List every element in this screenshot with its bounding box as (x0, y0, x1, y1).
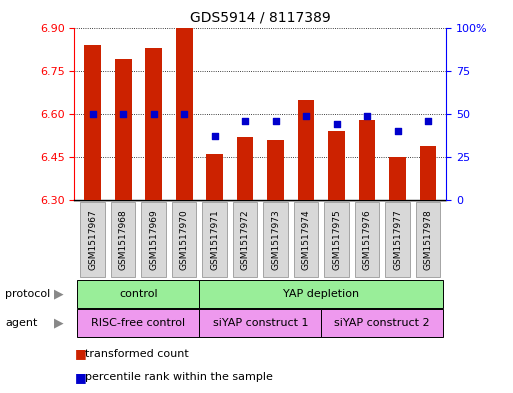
Bar (176, 28, 192, 200)
Point (210, 133, 219, 140)
Point (393, 128, 402, 134)
Text: GSM1517969: GSM1517969 (149, 209, 158, 270)
Text: GSM1517973: GSM1517973 (271, 209, 280, 270)
FancyBboxPatch shape (355, 202, 379, 277)
FancyBboxPatch shape (77, 309, 200, 337)
Text: GSM1517971: GSM1517971 (210, 209, 219, 270)
Bar (236, 137, 253, 200)
FancyBboxPatch shape (142, 202, 166, 277)
FancyBboxPatch shape (385, 202, 410, 277)
Text: ▶: ▶ (54, 287, 64, 300)
FancyBboxPatch shape (263, 202, 288, 277)
Point (302, 112, 310, 119)
Bar (84, 45, 101, 200)
Text: siYAP construct 1: siYAP construct 1 (212, 318, 308, 328)
Text: transformed count: transformed count (85, 349, 188, 359)
Text: ■: ■ (74, 347, 86, 360)
Text: GSM1517976: GSM1517976 (363, 209, 371, 270)
Bar (420, 146, 437, 200)
Bar (359, 120, 376, 200)
Point (271, 118, 280, 124)
Point (89, 111, 97, 117)
Text: GSM1517967: GSM1517967 (88, 209, 97, 270)
Point (150, 111, 158, 117)
Point (119, 111, 127, 117)
Bar (328, 131, 345, 200)
FancyBboxPatch shape (172, 202, 196, 277)
FancyBboxPatch shape (203, 202, 227, 277)
Point (363, 112, 371, 119)
FancyBboxPatch shape (111, 202, 135, 277)
Point (332, 121, 341, 127)
FancyBboxPatch shape (81, 202, 105, 277)
Title: GDS5914 / 8117389: GDS5914 / 8117389 (190, 11, 331, 25)
Text: RISC-free control: RISC-free control (91, 318, 186, 328)
Text: GSM1517970: GSM1517970 (180, 209, 189, 270)
FancyBboxPatch shape (416, 202, 440, 277)
FancyBboxPatch shape (200, 309, 321, 337)
Bar (267, 140, 284, 200)
FancyBboxPatch shape (294, 202, 318, 277)
Text: GSM1517975: GSM1517975 (332, 209, 341, 270)
Bar (206, 154, 223, 200)
Point (424, 118, 432, 124)
Text: GSM1517972: GSM1517972 (241, 209, 250, 270)
Text: control: control (119, 289, 157, 299)
Text: siYAP construct 2: siYAP construct 2 (334, 318, 430, 328)
FancyBboxPatch shape (324, 202, 349, 277)
Text: GSM1517978: GSM1517978 (424, 209, 432, 270)
FancyBboxPatch shape (321, 309, 443, 337)
FancyBboxPatch shape (233, 202, 258, 277)
FancyBboxPatch shape (77, 280, 200, 308)
Bar (145, 48, 162, 200)
Text: protocol: protocol (5, 289, 50, 299)
Text: agent: agent (5, 318, 37, 328)
Text: GSM1517974: GSM1517974 (302, 209, 310, 270)
Point (180, 111, 188, 117)
Bar (389, 157, 406, 200)
Point (241, 118, 249, 124)
Text: GSM1517977: GSM1517977 (393, 209, 402, 270)
Text: percentile rank within the sample: percentile rank within the sample (85, 372, 272, 382)
Bar (115, 59, 131, 200)
Bar (298, 99, 314, 200)
FancyBboxPatch shape (200, 280, 443, 308)
Text: ▶: ▶ (54, 317, 64, 330)
Text: YAP depletion: YAP depletion (283, 289, 360, 299)
Text: ■: ■ (74, 371, 86, 384)
Text: GSM1517968: GSM1517968 (119, 209, 128, 270)
